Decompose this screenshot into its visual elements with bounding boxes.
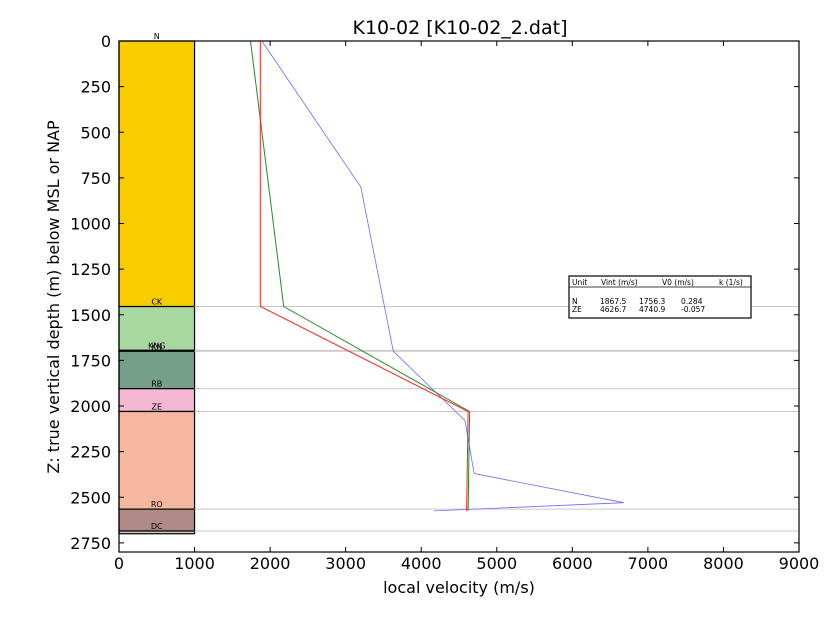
y-tick-label: 2250 <box>70 443 111 462</box>
param-table-header: Vint (m/s) <box>601 278 638 287</box>
param-table-cell: -0.057 <box>681 305 705 314</box>
layer-label-ro: RO <box>151 500 163 509</box>
layer-n <box>118 40 196 308</box>
layer-label-ze: ZE <box>152 402 163 411</box>
layer-dc <box>118 530 196 535</box>
layer-kn <box>118 350 196 390</box>
param-table-cell: 1756.3 <box>639 297 665 306</box>
y-tick-label: 2000 <box>70 397 111 416</box>
y-tick-label: 1750 <box>70 351 111 370</box>
y-tick-label: 2500 <box>70 488 111 507</box>
y-tick-label: 500 <box>80 123 111 142</box>
y-tick-label: 250 <box>80 78 111 97</box>
x-tick-label: 9000 <box>779 554 820 573</box>
param-table-header: Unit <box>572 278 587 287</box>
layer-label-dc: DC <box>151 522 163 531</box>
param-table-cell: ZE <box>572 305 582 314</box>
param-table-cell: 4626.7 <box>600 305 626 314</box>
y-tick-label: 1250 <box>70 260 111 279</box>
x-tick-label: 3000 <box>325 554 366 573</box>
velocity-series-1 <box>261 40 624 512</box>
param-table-box <box>568 275 752 319</box>
layer-ze <box>118 410 196 510</box>
y-tick-label: 2750 <box>70 534 111 553</box>
y-tick-label: 750 <box>80 169 111 188</box>
layer-label-rb: RB <box>151 380 162 389</box>
y-tick-label: 1000 <box>70 215 111 234</box>
param-table-cell: N <box>572 297 578 306</box>
param-table-cell: 0.284 <box>681 297 703 306</box>
y-axis-label: Z: true vertical depth (m) below MSL or … <box>44 120 63 474</box>
x-tick-label: 5000 <box>476 554 517 573</box>
x-tick-label: 8000 <box>703 554 744 573</box>
x-tick-label: 6000 <box>552 554 593 573</box>
x-tick-label: 4000 <box>401 554 442 573</box>
chart-title: K10-02 [K10-02_2.dat] <box>353 17 568 39</box>
y-tick-label: 1500 <box>70 306 111 325</box>
plot-frame <box>118 40 800 553</box>
layer-label-ck: CK <box>151 298 163 307</box>
param-table-header: k (1/s) <box>719 278 743 287</box>
layer-label-n: N <box>154 32 160 41</box>
x-tick-label: 1000 <box>174 554 215 573</box>
y-tick-label: 0 <box>101 32 111 51</box>
x-tick-label: 2000 <box>250 554 291 573</box>
layer-label-kn: KN <box>151 342 162 351</box>
param-table-cell: 4740.9 <box>639 305 665 314</box>
velocity-series-2 <box>250 40 471 511</box>
velocity-series-3 <box>259 41 469 511</box>
param-table-header: V0 (m/s) <box>662 278 694 287</box>
param-table-cell: 1867.5 <box>600 297 626 306</box>
layer-ck <box>118 305 196 351</box>
x-tick-label: 7000 <box>628 554 669 573</box>
x-tick-label: 0 <box>114 554 124 573</box>
x-axis-label: local velocity (m/s) <box>383 578 535 597</box>
layer-label-kng: KNG <box>148 341 165 350</box>
